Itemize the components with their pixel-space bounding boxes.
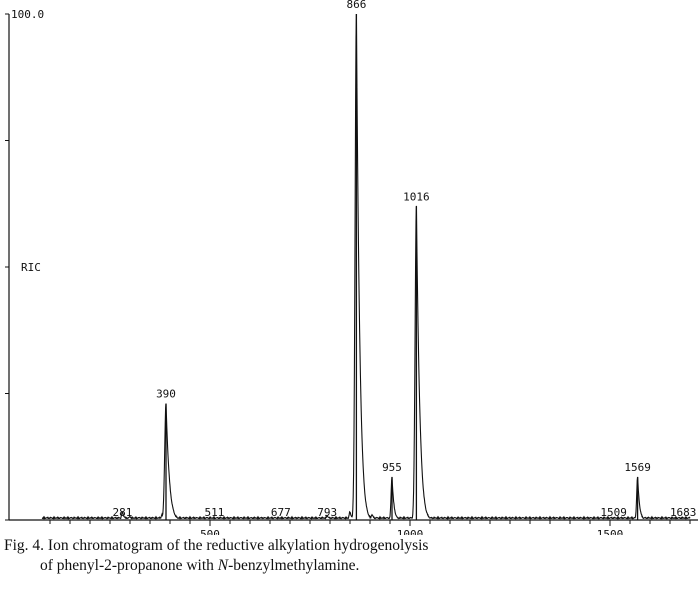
- ric-trace: [41, 13, 691, 521]
- peak-label-1569: 1569: [624, 461, 651, 474]
- y-top-label: 100.0: [11, 8, 44, 21]
- caption-line-2-post: -benzylmethylamine.: [228, 557, 360, 574]
- peak-label-390: 390: [156, 388, 176, 401]
- peak-label-955: 955: [382, 461, 402, 474]
- y-axis-label: RIC: [21, 261, 41, 274]
- peak-label-511: 511: [204, 506, 224, 519]
- chromatogram-chart: 100.0RIC5002:4610005:3115008:17281390511…: [5, 0, 698, 535]
- peak-label-281: 281: [112, 506, 132, 519]
- peak-label-1683: 1683: [670, 506, 697, 519]
- caption-line-2: of phenyl-2-propanone with N-benzylmethy…: [4, 556, 696, 576]
- x-tick-label-scan: 500: [200, 528, 220, 535]
- x-tick-label-scan: 1500: [597, 528, 624, 535]
- x-tick-label-scan: 1000: [397, 528, 424, 535]
- peak-label-793: 793: [317, 506, 337, 519]
- caption-line-2-pre: of phenyl-2-propanone with: [40, 557, 218, 574]
- figure-caption: Fig. 4. Ion chromatogram of the reductiv…: [4, 536, 696, 576]
- peak-label-1016: 1016: [403, 190, 430, 203]
- caption-line-1: Fig. 4. Ion chromatogram of the reductiv…: [4, 537, 429, 554]
- peak-label-866: 866: [346, 0, 366, 11]
- peak-label-1509: 1509: [600, 506, 627, 519]
- caption-line-2-italic: N: [217, 557, 229, 574]
- peak-label-677: 677: [271, 506, 291, 519]
